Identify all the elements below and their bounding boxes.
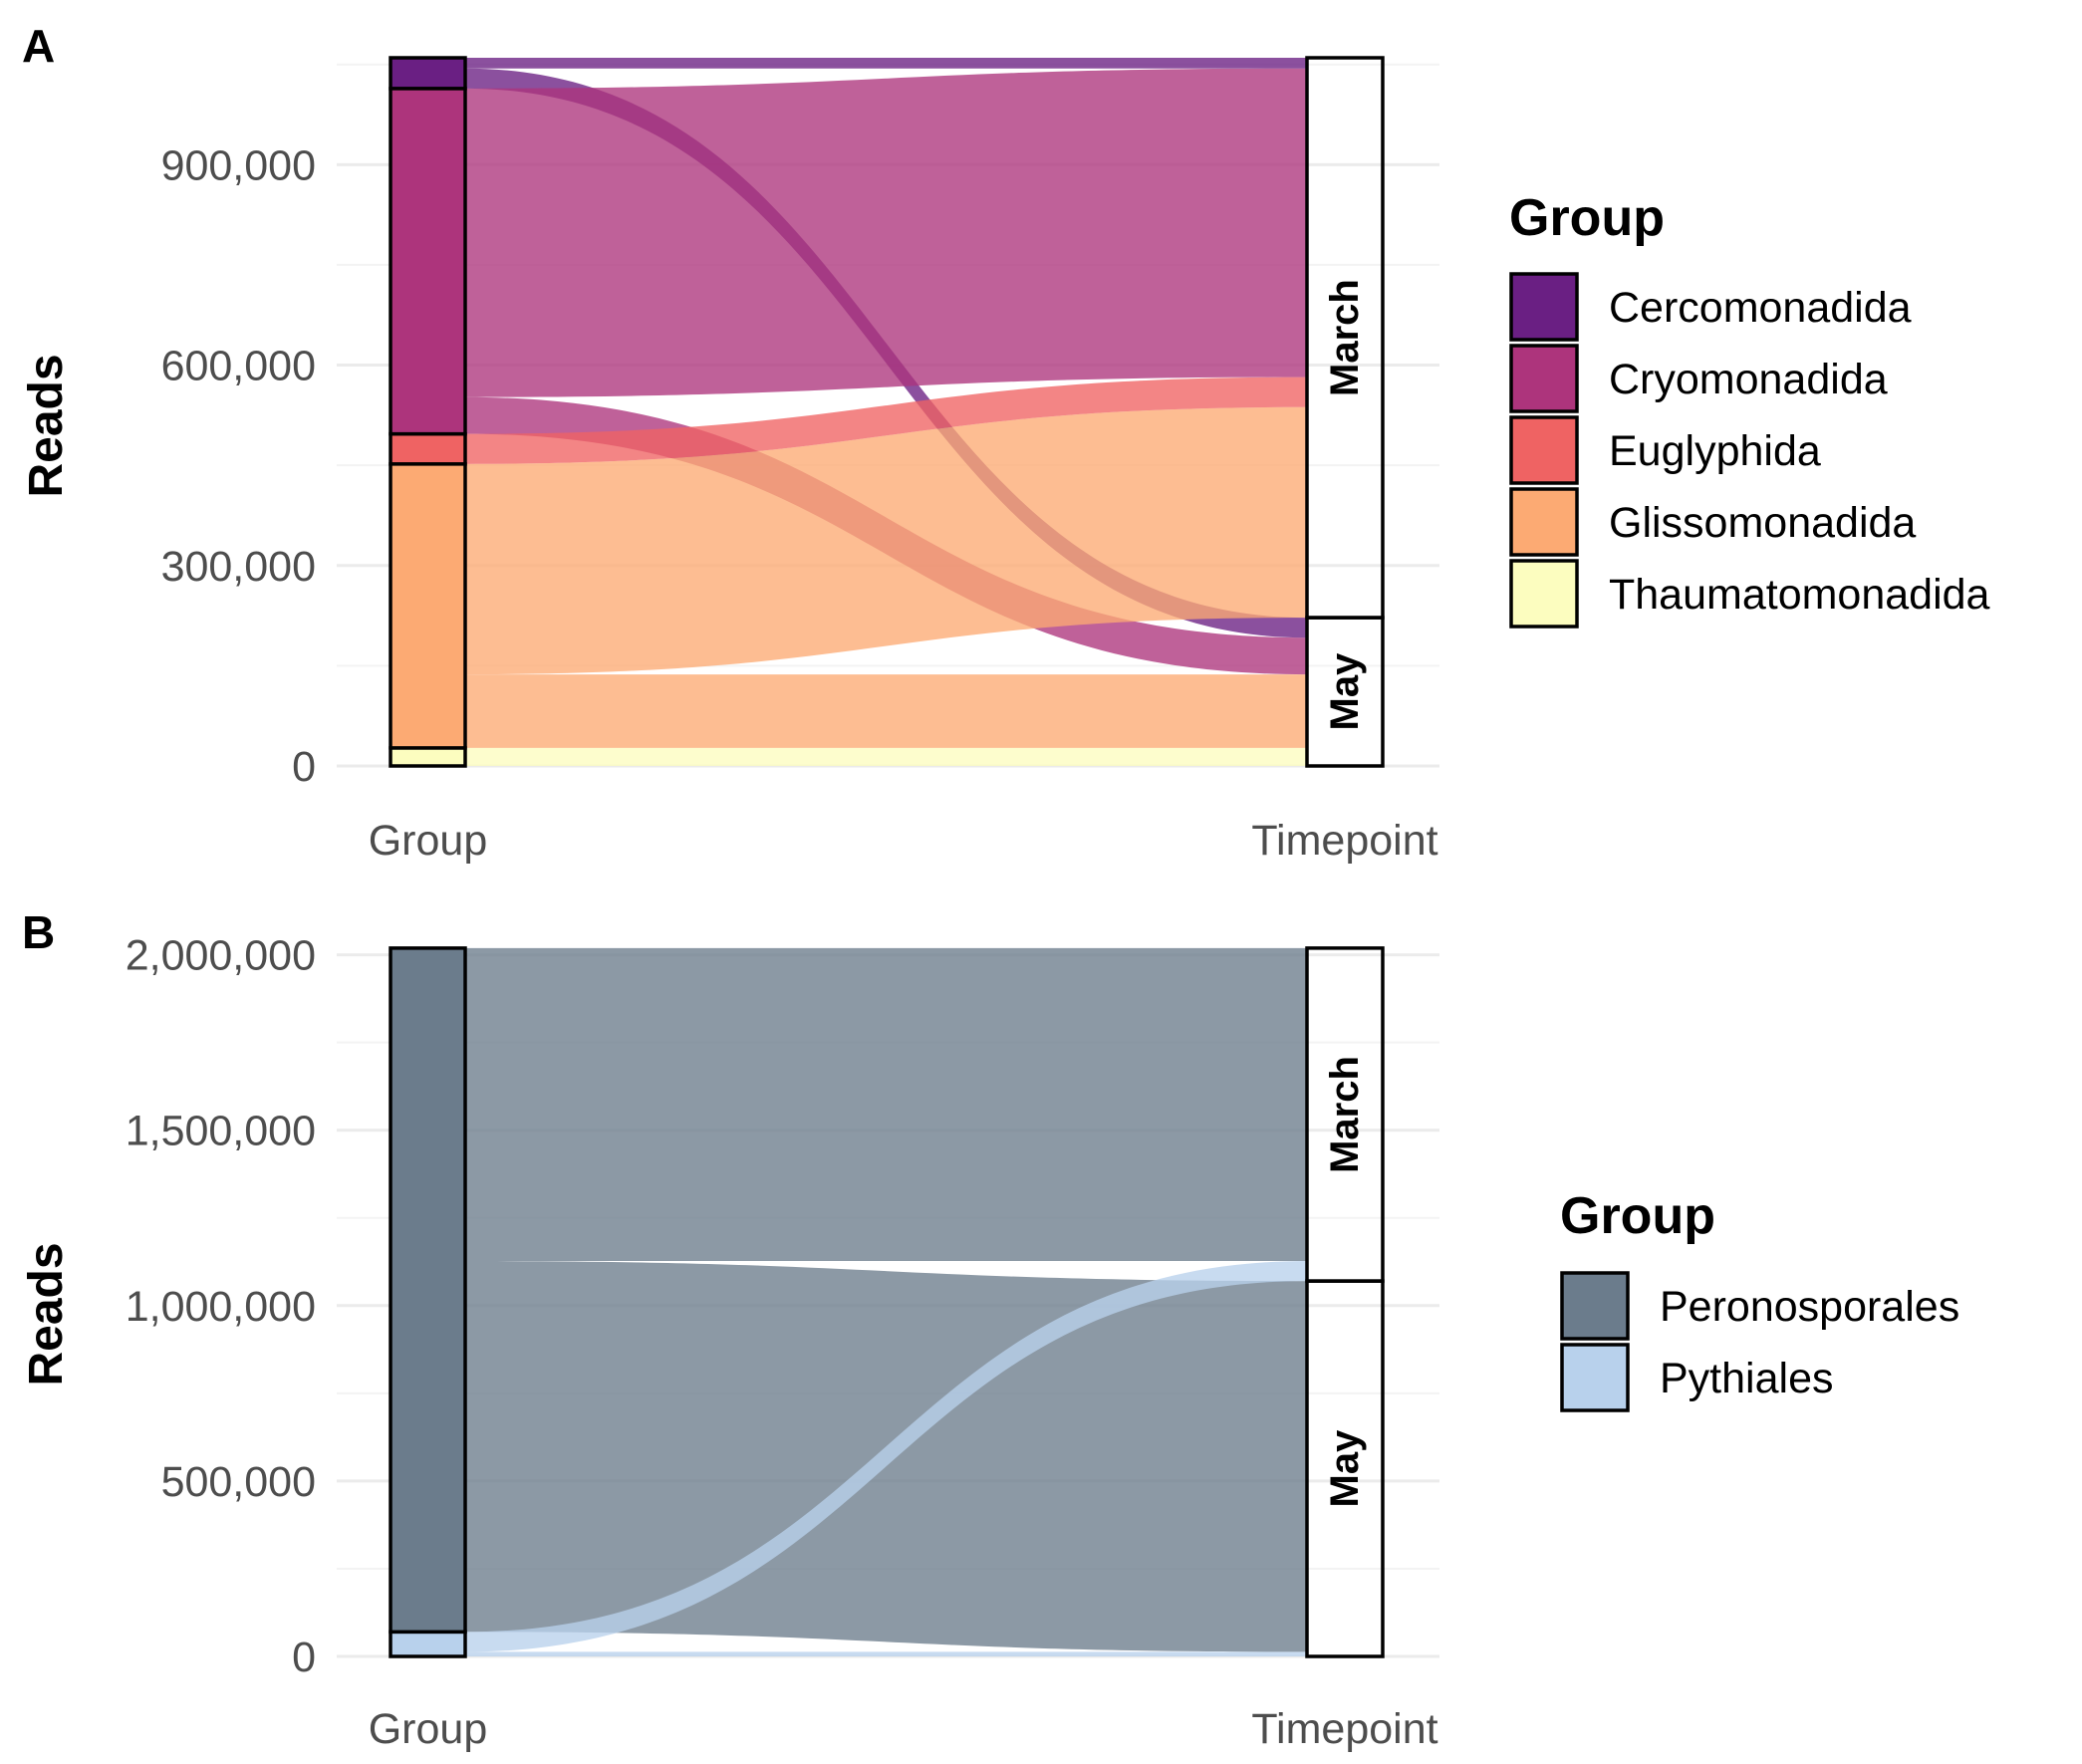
stratum-label-march: March bbox=[1323, 279, 1367, 396]
y-axis-title: Reads bbox=[20, 1242, 73, 1386]
stratum-cryomonadida bbox=[389, 87, 467, 436]
flow-pythiales-may bbox=[465, 1651, 1307, 1656]
y-tick-label: 0 bbox=[292, 1634, 316, 1681]
legend-swatch bbox=[1509, 344, 1579, 413]
legend-entry-label: Peronosporales bbox=[1660, 1283, 1959, 1331]
legend-entry-label: Glissomonadida bbox=[1609, 499, 1916, 547]
flow-pythiales-march bbox=[465, 1261, 1307, 1652]
stratum-thaumatomonadida bbox=[389, 746, 467, 768]
x-axis-label: Group bbox=[369, 1705, 488, 1753]
y-tick-label: 0 bbox=[292, 743, 316, 791]
y-tick-label: 600,000 bbox=[161, 343, 316, 390]
stratum-pythiales bbox=[389, 1630, 467, 1658]
stratum-euglyphida bbox=[389, 431, 467, 466]
stratum-peronosporales bbox=[389, 946, 467, 1635]
x-axis-label: Timepoint bbox=[1251, 817, 1437, 865]
legend-entry-label: Thaumatomonadida bbox=[1609, 571, 1990, 619]
stratum-glissomonadida bbox=[389, 462, 467, 750]
stratum-label-may: May bbox=[1323, 1429, 1367, 1508]
stratum-march bbox=[1305, 56, 1385, 620]
flow-glissomonadida-march bbox=[465, 406, 1307, 675]
panel-b: 0 500,000 1,000,000 1,500,000 2,000,000 B Read… bbox=[20, 906, 1959, 1753]
legend-entry-label: Euglyphida bbox=[1609, 427, 1821, 475]
x-axis-label: Timepoint bbox=[1251, 1705, 1437, 1753]
y-tick-label: 900,000 bbox=[161, 141, 316, 189]
flow-euglyphida-march bbox=[465, 377, 1307, 464]
flow-cercomonadida-march bbox=[465, 58, 1307, 69]
panel-label: A bbox=[22, 20, 55, 72]
flow-glissomonadida-may bbox=[465, 674, 1307, 748]
legend-swatch bbox=[1509, 272, 1579, 342]
legend-entry-label: Cryomonadida bbox=[1609, 356, 1888, 403]
y-tick-label: 2,000,000 bbox=[126, 932, 316, 980]
stratum-cercomonadida bbox=[389, 56, 467, 91]
stratum-label-march: March bbox=[1323, 1056, 1367, 1173]
legend-swatch bbox=[1509, 415, 1579, 485]
legend-entry-label: Pythiales bbox=[1660, 1355, 1833, 1402]
flow-cryomonadida-march bbox=[465, 68, 1307, 397]
x-axis-label: Group bbox=[369, 817, 488, 865]
legend: Group Peronosporales Pythiales bbox=[1560, 1187, 1959, 1412]
legend-swatch bbox=[1509, 487, 1579, 557]
panel-label: B bbox=[22, 906, 55, 958]
y-tick-label: 1,500,000 bbox=[126, 1108, 316, 1155]
stratum-march bbox=[1305, 946, 1385, 1283]
legend-swatch bbox=[1509, 559, 1579, 629]
legend: Group Cercomonadida Cryomonadida Euglyphida… bbox=[1509, 189, 1990, 629]
flow-peronosporales-march bbox=[465, 947, 1307, 1262]
legend-title: Group bbox=[1560, 1187, 1715, 1245]
legend-entry-label: Cercomonadida bbox=[1609, 284, 1912, 332]
y-axis-title: Reads bbox=[20, 354, 73, 497]
panel-a: 0 300,000 600,000 900,000 A Reads Group Timepoi… bbox=[20, 20, 1990, 865]
stratum-label-may: May bbox=[1323, 652, 1367, 731]
legend-title: Group bbox=[1509, 189, 1665, 247]
y-tick-label: 300,000 bbox=[161, 543, 316, 591]
flow-thaumatomonadida-may bbox=[465, 747, 1307, 766]
legend-swatch bbox=[1560, 1343, 1630, 1412]
y-tick-label: 1,000,000 bbox=[126, 1283, 316, 1331]
y-tick-label: 500,000 bbox=[161, 1458, 316, 1506]
legend-swatch bbox=[1560, 1271, 1630, 1341]
